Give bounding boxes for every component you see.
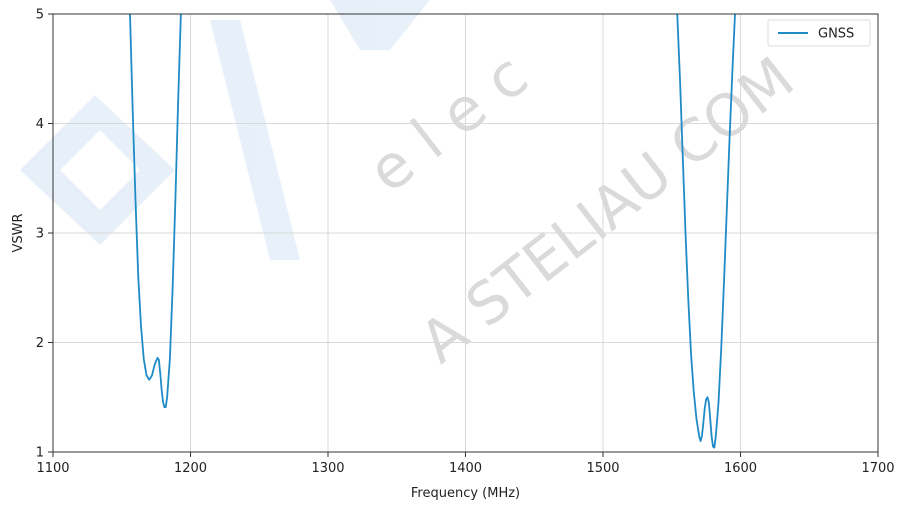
series-line-gnss-band-2	[676, 14, 736, 449]
x-tick-label: 1200	[174, 461, 207, 476]
series-layer	[129, 14, 736, 449]
x-tick-label: 1500	[586, 461, 619, 476]
legend-box	[767, 19, 871, 47]
y-tick-label: 3	[36, 227, 44, 242]
y-tick-label: 1	[36, 446, 44, 461]
watermark-logo-shape	[20, 0, 430, 260]
x-axis: 1100 1200 1300 1400 1500 1600 1700	[36, 452, 895, 476]
y-tick-label: 5	[36, 8, 44, 23]
x-axis-title: Frequency (MHz)	[411, 486, 520, 501]
y-tick-label: 4	[36, 117, 44, 132]
y-axis-title: VSWR	[11, 213, 26, 252]
x-tick-label: 1300	[311, 461, 344, 476]
y-tick-label: 2	[36, 336, 44, 351]
x-tick-label: 1600	[724, 461, 757, 476]
legend: GNSS	[767, 19, 871, 47]
x-tick-label: 1400	[449, 461, 482, 476]
x-tick-label: 1700	[861, 461, 894, 476]
series-line-gnss-band-1	[129, 14, 182, 409]
legend-label-gnss: GNSS	[818, 27, 854, 42]
y-axis: 1 2 3 4 5	[36, 8, 53, 461]
x-tick-label: 1100	[36, 461, 69, 476]
